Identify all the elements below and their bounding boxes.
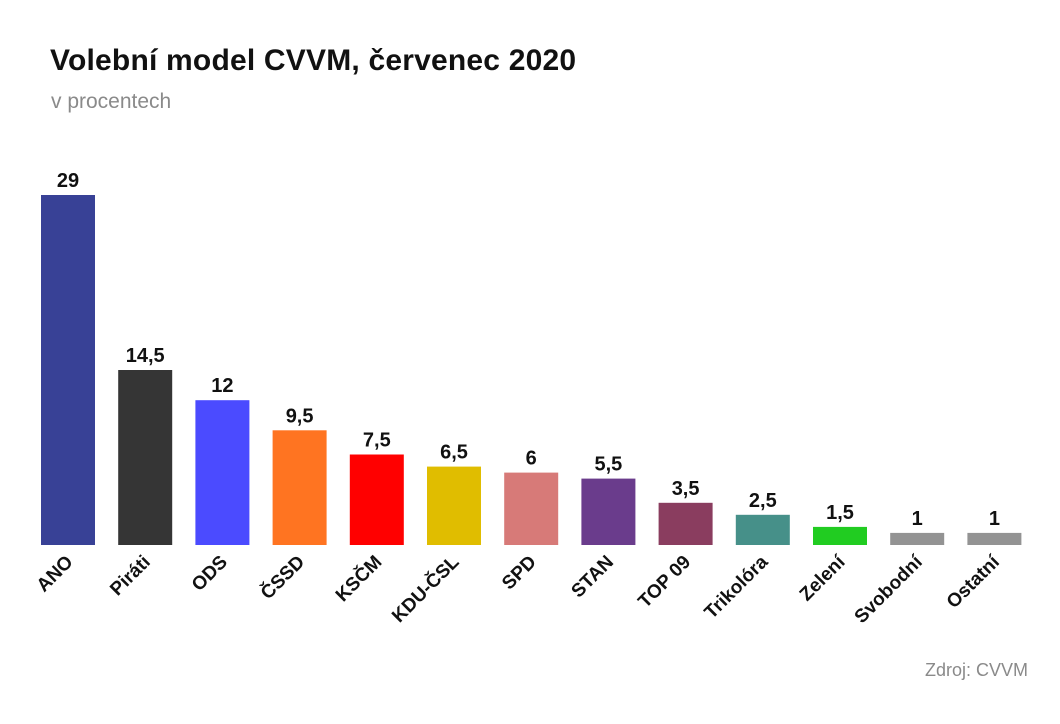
bar--ssd [272, 430, 327, 545]
value-label: 12 [211, 375, 233, 397]
bar-ks-m [349, 454, 404, 545]
category-label: KSČM [331, 551, 386, 606]
bar-zelen- [813, 526, 867, 545]
category-label: Svobodní [851, 551, 928, 628]
category-label: ODS [188, 552, 232, 596]
value-label: 6,5 [440, 442, 468, 464]
chart-subtitle: v procentech [51, 90, 172, 113]
category-label: STAN [568, 552, 618, 602]
category-label: TOP 09 [634, 552, 695, 613]
value-label: 5,5 [594, 454, 622, 476]
bar-top-09 [658, 502, 713, 545]
category-label: ANO [33, 552, 78, 597]
bar-pir-ti [118, 370, 173, 545]
category-label: Ostatní [943, 551, 1005, 613]
chart-title: Volební model CVVM, červenec 2020 [50, 44, 577, 77]
category-label: ČSSD [256, 551, 309, 604]
category-label: Trikolóra [701, 551, 773, 623]
category-label: KDU-ČSL [388, 551, 464, 627]
bar-stan [581, 478, 636, 545]
bar-spd [504, 472, 559, 545]
value-label: 2,5 [749, 490, 777, 512]
value-label: 14,5 [126, 345, 165, 367]
bar-kdu-sl [427, 466, 481, 545]
source-note: Zdroj: CVVM [924, 660, 1028, 680]
value-label: 1,5 [826, 502, 854, 524]
value-label: 9,5 [286, 405, 314, 427]
bar-ods [195, 400, 250, 545]
value-label: 29 [57, 170, 79, 192]
value-label: 3,5 [672, 478, 700, 500]
category-label: Piráti [106, 552, 154, 600]
value-label: 1 [989, 508, 1000, 530]
category-label: Zelení [796, 551, 850, 605]
bar-ostatn- [967, 532, 1022, 545]
value-label: 1 [912, 508, 923, 530]
value-label: 6 [526, 448, 537, 470]
value-label: 7,5 [363, 430, 391, 452]
bar-svobodn- [890, 532, 945, 545]
bar-ano [41, 195, 95, 545]
bar-trikol-ra [735, 514, 790, 545]
category-label: SPD [498, 552, 540, 594]
